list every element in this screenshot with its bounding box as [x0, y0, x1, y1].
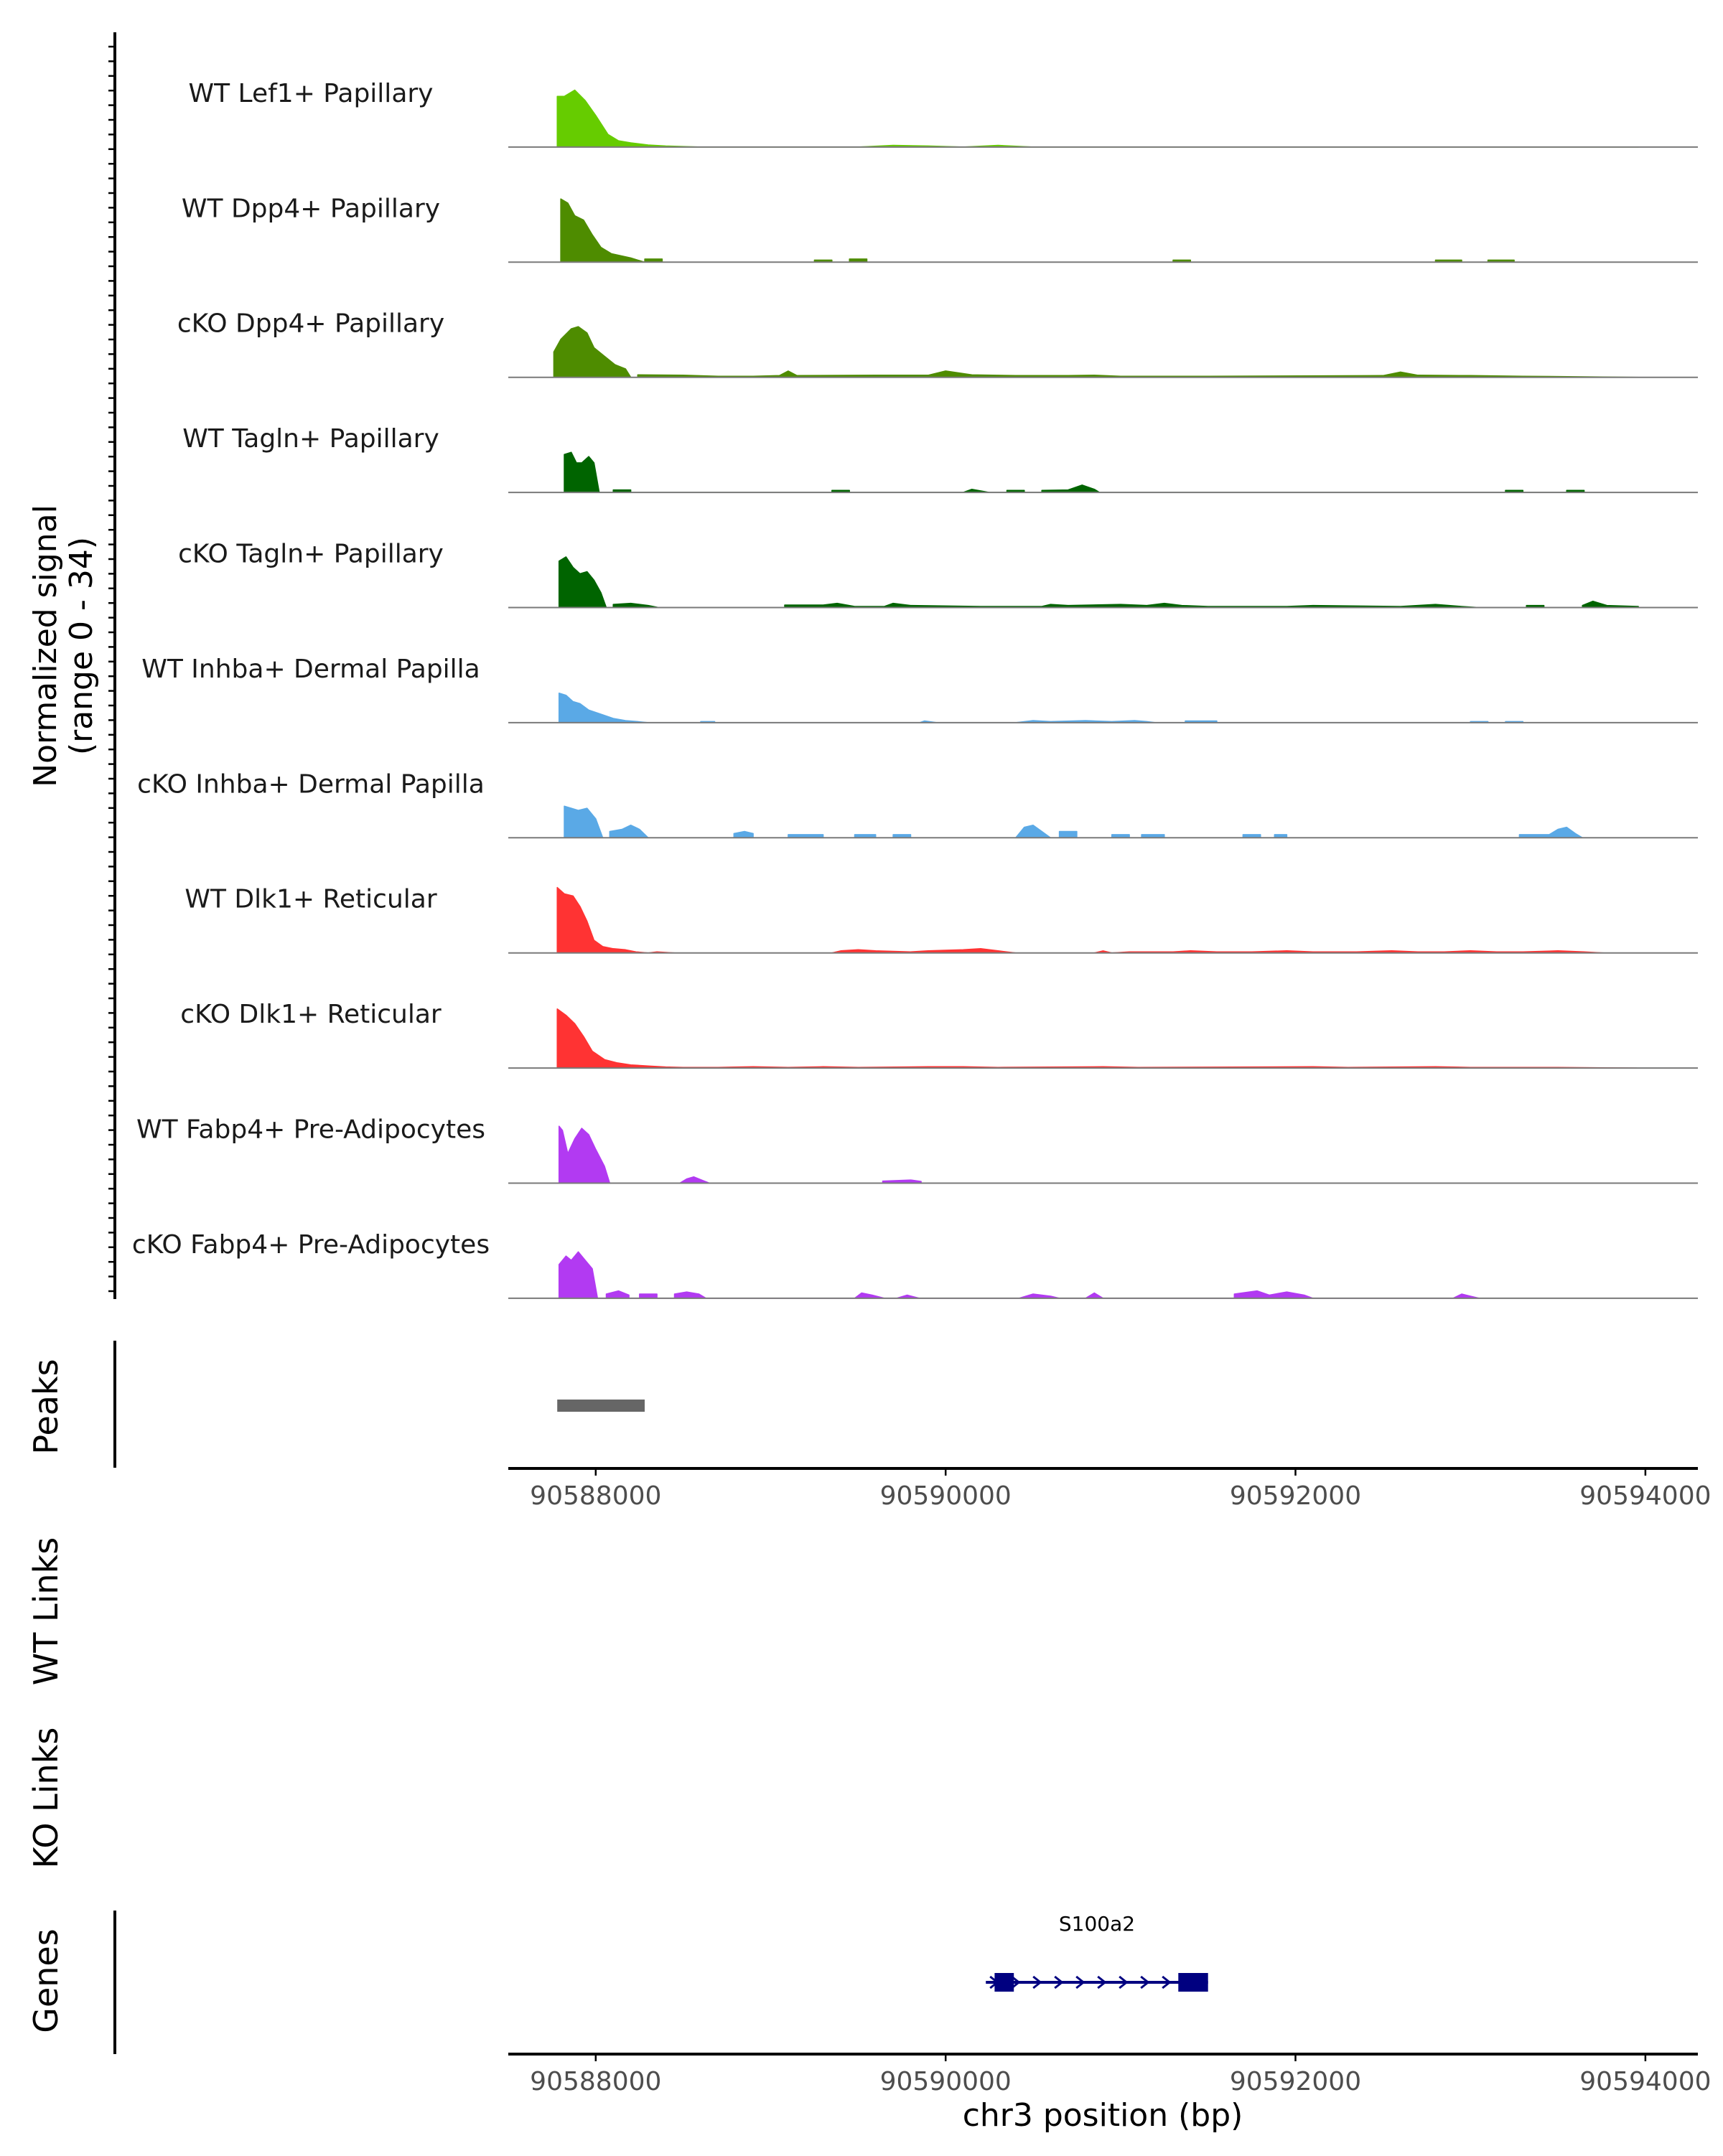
signal-axis-ticks	[108, 45, 115, 1293]
track-signal-area	[556, 89, 1639, 148]
track-cko-tagln-papillary: cKO Tagln+ Papillary	[178, 540, 1698, 609]
gene-strand-arrow	[1119, 1975, 1129, 1989]
track-cko-inhba-dermal-papilla: cKO Inhba+ Dermal Papilla	[137, 769, 1698, 839]
track-wt-dpp4-papillary: WT Dpp4+ Papillary	[182, 194, 1698, 263]
x-axis-ticks-top: 90588000 90590000 90592000 90594000	[530, 1468, 1712, 1511]
x-axis-tick-label: 90588000	[530, 2067, 661, 2096]
x-axis-ticks-bottom: 90588000 90590000 90592000 90594000	[530, 2054, 1712, 2096]
track-label: WT Inhba+ Dermal Papilla	[141, 655, 480, 684]
track-signal-area	[560, 198, 1515, 263]
track-wt-lef1-papillary: WT Lef1+ Papillary	[189, 79, 1698, 148]
track-wt-dlk1-reticular: WT Dlk1+ Reticular	[185, 885, 1698, 954]
track-label: cKO Dlk1+ Reticular	[180, 1000, 442, 1029]
track-signal-area	[564, 805, 1583, 839]
x-axis-tick-label: 90590000	[880, 2067, 1012, 2096]
gene-strand-arrow	[1097, 1975, 1107, 1989]
track-signal-area	[558, 1125, 922, 1184]
track-label: WT Fabp4+ Pre-Adipocytes	[136, 1115, 485, 1145]
x-axis-tick-label: 90594000	[1579, 2067, 1711, 2096]
gene-label: S100a2	[1059, 1912, 1135, 1936]
x-axis-tick-label: 90592000	[1230, 2067, 1361, 2096]
track-wt-tagln-papillary: WT Tagln+ Papillary	[182, 424, 1698, 494]
x-axis-tick-label: 90588000	[530, 1481, 661, 1511]
track-label: cKO Fabp4+ Pre-Adipocytes	[132, 1230, 490, 1260]
track-signal-area	[556, 1008, 1638, 1069]
track-label: cKO Inhba+ Dermal Papilla	[137, 769, 485, 799]
track-cko-dlk1-reticular: cKO Dlk1+ Reticular	[180, 1000, 1698, 1069]
track-signal-area	[558, 1251, 1480, 1299]
x-axis-tick-label: 90594000	[1579, 1481, 1711, 1511]
track-signal-area	[553, 326, 1639, 378]
x-axis-tick-label: 90590000	[880, 1481, 1012, 1511]
track-signal-area	[558, 556, 1639, 609]
track-signal-area	[558, 692, 1524, 723]
gene-strand-arrow	[1054, 1975, 1064, 1989]
signal-axis-title-line1: Normalized signal	[27, 505, 64, 787]
gene-exon	[994, 1973, 1014, 1992]
x-axis-tick-label: 90592000	[1230, 1481, 1361, 1511]
peaks-axis-title: Peaks	[27, 1359, 65, 1454]
track-wt-inhba-dermal-papilla: WT Inhba+ Dermal Papilla	[141, 655, 1698, 723]
track-label: WT Tagln+ Papillary	[182, 424, 439, 454]
track-label: WT Lef1+ Papillary	[189, 79, 434, 108]
track-signal-area	[564, 451, 1585, 493]
gene-s100a2: S100a2	[986, 1912, 1208, 1992]
gene-strand-arrow	[1011, 1975, 1021, 1989]
track-label: WT Dpp4+ Papillary	[182, 194, 440, 223]
track-label: WT Dlk1+ Reticular	[185, 885, 436, 914]
peak-region	[557, 1400, 645, 1412]
gene-strand-arrow	[1075, 1975, 1085, 1989]
wt-links-axis-title: WT Links	[27, 1537, 65, 1685]
signal-axis-title-line2: (range 0 - 34)	[63, 537, 100, 755]
gene-strand-arrow	[1140, 1975, 1150, 1989]
track-label: cKO Tagln+ Papillary	[178, 540, 444, 569]
track-cko-dpp4-papillary: cKO Dpp4+ Papillary	[177, 309, 1698, 378]
gene-strand-arrow	[1162, 1975, 1172, 1989]
track-wt-fabp4-pre-adipocytes: WT Fabp4+ Pre-Adipocytes	[136, 1115, 1698, 1184]
ko-links-axis-title: KO Links	[27, 1728, 65, 1869]
track-signal-area	[556, 886, 1605, 954]
gene-exon	[1178, 1973, 1208, 1992]
track-label: cKO Dpp4+ Papillary	[177, 309, 444, 339]
genes-axis-title: Genes	[27, 1928, 65, 2033]
gene-strand-arrow	[1032, 1975, 1042, 1989]
peaks-track	[557, 1400, 645, 1412]
track-cko-fabp4-pre-adipocytes: cKO Fabp4+ Pre-Adipocytes	[132, 1230, 1698, 1299]
x-axis-title: chr3 position (bp)	[963, 2097, 1243, 2134]
coverage-tracks: WT Lef1+ Papillary WT Dpp4+ Papillary cKO …	[132, 79, 1698, 1299]
genes-track: S100a2	[986, 1912, 1208, 1992]
